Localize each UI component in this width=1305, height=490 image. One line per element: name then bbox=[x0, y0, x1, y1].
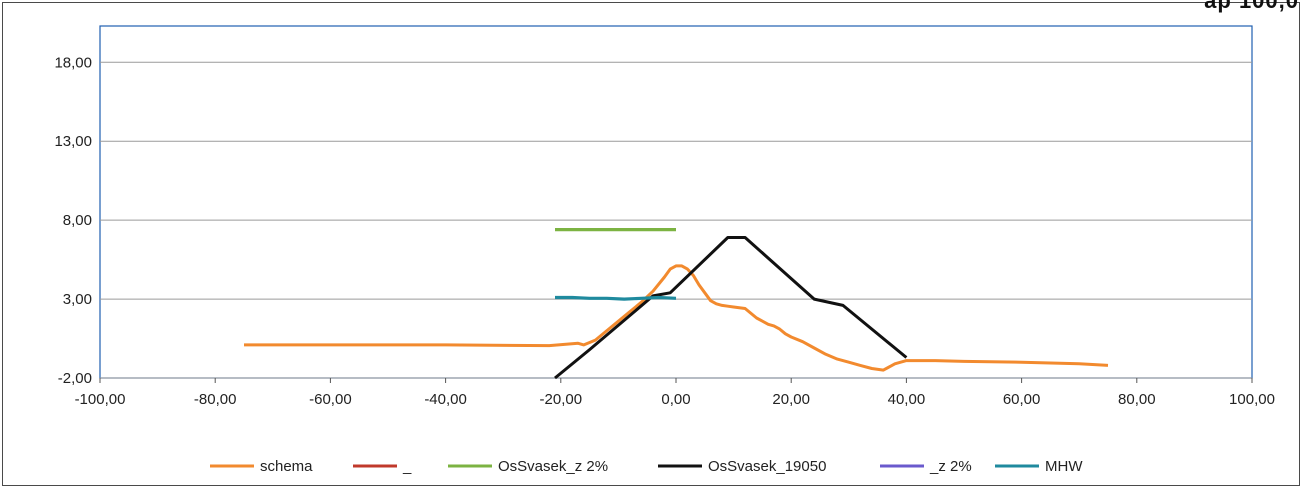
x-tick-label: 60,00 bbox=[1003, 391, 1041, 408]
y-tick-label: 3,00 bbox=[63, 291, 92, 308]
x-tick-label: -60,00 bbox=[309, 391, 352, 408]
series-line-schema bbox=[244, 266, 1108, 370]
x-tick-label: -100,00 bbox=[75, 391, 126, 408]
x-tick-label: -20,00 bbox=[540, 391, 583, 408]
legend-label: _ bbox=[402, 458, 412, 475]
y-tick-label: 18,00 bbox=[54, 54, 92, 71]
x-tick-label: -40,00 bbox=[424, 391, 467, 408]
legend-label: schema bbox=[260, 458, 313, 475]
series-line-mhw bbox=[555, 298, 676, 300]
series-lines bbox=[244, 230, 1108, 378]
y-axis-ticks: -2,00 3,00 8,00 13,00 18,00 bbox=[54, 54, 92, 387]
legend-label: OsSvasek_19050 bbox=[708, 458, 826, 475]
y-tick-label: 13,00 bbox=[54, 133, 92, 150]
x-tick-label: 80,00 bbox=[1118, 391, 1156, 408]
x-tick-label: 20,00 bbox=[772, 391, 810, 408]
legend-label: OsSvasek_z 2% bbox=[498, 458, 608, 475]
y-tick-label: -2,00 bbox=[58, 370, 92, 387]
legend: schema _ OsSvasek_z 2% OsSvasek_19050 _z 2% M… bbox=[210, 458, 1083, 475]
gridlines bbox=[100, 62, 1252, 378]
y-tick-label: 8,00 bbox=[63, 212, 92, 229]
x-tick-label: -80,00 bbox=[194, 391, 237, 408]
legend-label: MHW bbox=[1045, 458, 1083, 475]
legend-label: _z 2% bbox=[929, 458, 972, 475]
plot-area bbox=[100, 26, 1252, 378]
x-axis-ticks: -100,00 -80,00 -60,00 -40,00 -20,00 0,00 20,00… bbox=[75, 378, 1275, 408]
x-tick-label: 0,00 bbox=[661, 391, 690, 408]
x-tick-label: 40,00 bbox=[888, 391, 926, 408]
x-tick-label: 100,00 bbox=[1229, 391, 1275, 408]
